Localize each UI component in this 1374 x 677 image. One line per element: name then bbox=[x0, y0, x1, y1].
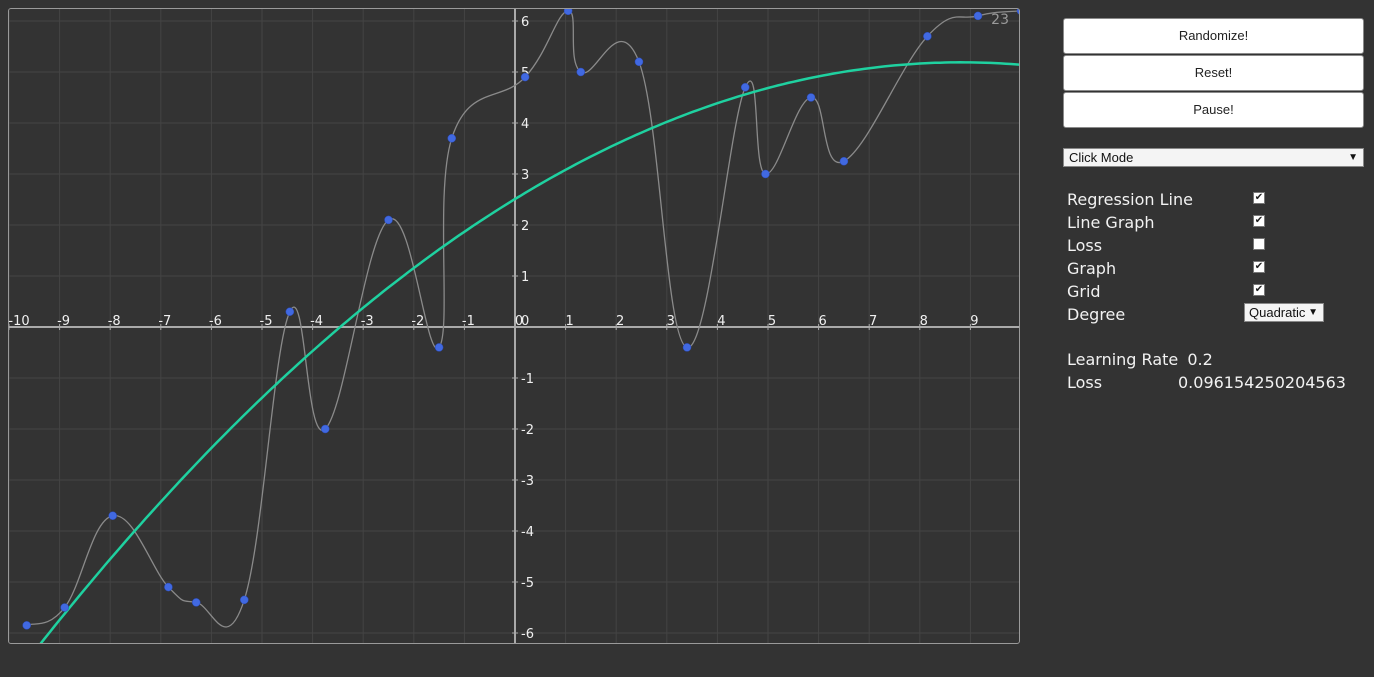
data-point[interactable] bbox=[839, 157, 849, 166]
x-tick-label: -1 bbox=[462, 314, 475, 329]
point-counter: 23 bbox=[991, 12, 1009, 28]
data-point[interactable] bbox=[447, 134, 456, 143]
data-point[interactable] bbox=[285, 307, 295, 316]
loss-row: Loss 0.096154250204563 bbox=[1067, 373, 1363, 396]
x-tick-label: 5 bbox=[768, 314, 776, 329]
option-graph: Graph ✔ bbox=[1067, 259, 1363, 282]
x-tick-label: -5 bbox=[260, 314, 273, 329]
learning-rate-label: Learning Rate bbox=[1067, 350, 1179, 369]
line-graph-checkbox[interactable]: ✔ bbox=[1253, 215, 1265, 227]
origin-label: 0 bbox=[521, 314, 529, 329]
x-tick-label: -6 bbox=[209, 314, 222, 329]
data-point[interactable] bbox=[563, 9, 573, 16]
option-line-graph: Line Graph ✔ bbox=[1067, 213, 1363, 236]
x-tick-label: -2 bbox=[411, 314, 424, 329]
data-point[interactable] bbox=[434, 343, 444, 352]
data-point[interactable] bbox=[634, 57, 644, 67]
mode-select[interactable]: Click Mode ▼ bbox=[1063, 148, 1364, 167]
x-tick-label: -9 bbox=[57, 314, 70, 329]
x-tick-label: -8 bbox=[108, 314, 121, 329]
data-point[interactable] bbox=[321, 424, 330, 434]
x-tick-label: 3 bbox=[667, 314, 675, 329]
x-tick-label: 4 bbox=[717, 314, 725, 329]
chevron-down-icon: ▼ bbox=[1348, 152, 1358, 163]
loss-value: 0.096154250204563 bbox=[1178, 373, 1346, 392]
data-point[interactable] bbox=[60, 603, 69, 612]
degree-select-value: Quadratic bbox=[1249, 305, 1306, 320]
x-tick-label: 6 bbox=[818, 314, 826, 329]
y-tick-label: -3 bbox=[521, 474, 534, 489]
x-tick-label: -7 bbox=[158, 314, 171, 329]
data-point[interactable] bbox=[108, 511, 117, 520]
y-tick-label: 4 bbox=[521, 117, 529, 132]
data-point[interactable] bbox=[576, 67, 586, 77]
degree-select[interactable]: Quadratic ▼ bbox=[1244, 303, 1324, 322]
data-point[interactable] bbox=[682, 343, 692, 352]
x-tick-label: -10 bbox=[9, 314, 30, 329]
option-label: Regression Line bbox=[1067, 190, 1193, 209]
option-label: Loss bbox=[1067, 236, 1103, 255]
graph-checkbox[interactable]: ✔ bbox=[1253, 261, 1265, 273]
regression-line-checkbox[interactable]: ✔ bbox=[1253, 192, 1265, 204]
x-tick-label: 1 bbox=[565, 314, 573, 329]
y-tick-label: -2 bbox=[521, 423, 534, 438]
loss-label: Loss bbox=[1067, 373, 1103, 392]
y-tick-label: 6 bbox=[521, 15, 529, 30]
y-tick-label: -1 bbox=[521, 372, 534, 387]
option-loss: Loss bbox=[1067, 236, 1363, 259]
pause-button[interactable]: Pause! bbox=[1063, 92, 1364, 128]
chevron-down-icon: ▼ bbox=[1308, 307, 1318, 318]
x-tick-label: 0 bbox=[515, 314, 523, 329]
option-degree: Degree Quadratic ▼ bbox=[1067, 303, 1363, 328]
mode-select-value: Click Mode bbox=[1069, 150, 1134, 165]
data-point[interactable] bbox=[761, 169, 770, 179]
option-label: Graph bbox=[1067, 259, 1117, 278]
x-tick-label: 8 bbox=[920, 314, 928, 329]
data-point[interactable] bbox=[191, 598, 201, 607]
grid-checkbox[interactable]: ✔ bbox=[1253, 284, 1265, 296]
x-tick-label: -4 bbox=[310, 314, 323, 329]
data-point[interactable] bbox=[973, 11, 983, 21]
y-tick-label: 3 bbox=[521, 168, 529, 183]
degree-label: Degree bbox=[1067, 305, 1126, 324]
y-tick-label: -6 bbox=[521, 627, 534, 642]
control-panel: Randomize! Reset! Pause! Click Mode ▼ Re… bbox=[1063, 18, 1364, 392]
plot-area[interactable]: -10 -9 -8 -7 -6 -5 -4 -3 -2 -1 0 1 2 3 4 5 6 7 8 9 -6 -5 -4 -3-… bbox=[8, 8, 1020, 644]
x-tick-label: 2 bbox=[616, 314, 624, 329]
data-point[interactable] bbox=[520, 72, 530, 82]
data-point[interactable] bbox=[806, 93, 816, 102]
data-point[interactable] bbox=[22, 621, 31, 630]
x-tick-label: 9 bbox=[970, 314, 978, 329]
data-point[interactable] bbox=[923, 32, 932, 41]
data-point[interactable] bbox=[1016, 9, 1020, 15]
y-tick-label: -4 bbox=[521, 525, 534, 540]
stats: Learning Rate 0.2 Loss 0.096154250204563 bbox=[1067, 350, 1363, 396]
line-graph-series bbox=[26, 10, 1019, 628]
loss-checkbox[interactable] bbox=[1253, 238, 1265, 250]
options-list: Regression Line ✔ Line Graph ✔ Loss Grap… bbox=[1067, 190, 1363, 328]
learning-rate-row: Learning Rate 0.2 bbox=[1067, 350, 1363, 373]
data-point[interactable] bbox=[240, 595, 249, 605]
y-tick-label: -5 bbox=[521, 576, 534, 591]
y-tick-label: 2 bbox=[521, 219, 529, 234]
learning-rate-value: 0.2 bbox=[1187, 350, 1213, 369]
data-point[interactable] bbox=[740, 83, 750, 92]
chart-canvas[interactable]: -10 -9 -8 -7 -6 -5 -4 -3 -2 -1 0 1 2 3 4 5 6 7 8 9-6-5-4-3-… bbox=[9, 9, 1020, 644]
data-point[interactable] bbox=[164, 582, 173, 592]
y-tick-label: 1 bbox=[521, 270, 529, 285]
regression-line bbox=[39, 61, 1019, 643]
reset-button[interactable]: Reset! bbox=[1063, 55, 1364, 91]
data-point[interactable] bbox=[384, 215, 393, 225]
x-tick-label: -3 bbox=[361, 314, 374, 329]
x-tick-label: 7 bbox=[869, 314, 877, 329]
option-regression-line: Regression Line ✔ bbox=[1067, 190, 1363, 213]
randomize-button[interactable]: Randomize! bbox=[1063, 18, 1364, 54]
option-label: Grid bbox=[1067, 282, 1101, 301]
option-label: Line Graph bbox=[1067, 213, 1155, 232]
option-grid: Grid ✔ bbox=[1067, 282, 1363, 305]
